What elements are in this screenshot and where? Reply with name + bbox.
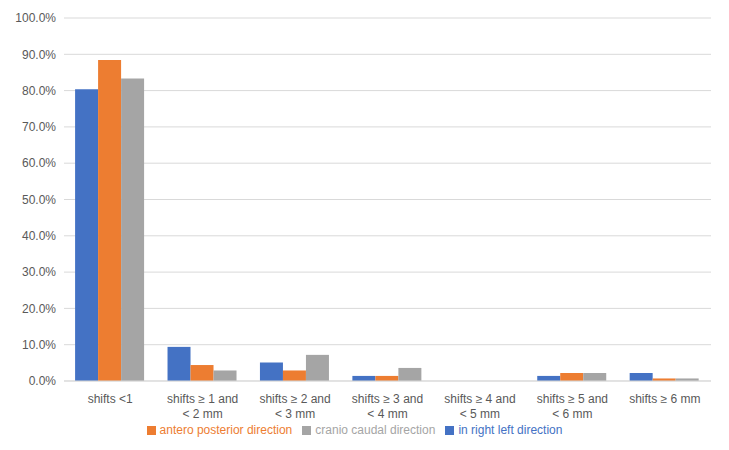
svg-text:shifts <1: shifts <1 (88, 392, 133, 406)
svg-text:shifts ≥ 4 and< 5 mm: shifts ≥ 4 and< 5 mm (444, 392, 515, 421)
svg-text:100.0%: 100.0% (15, 11, 56, 25)
svg-text:40.0%: 40.0% (22, 229, 56, 243)
svg-text:shifts ≥ 1 and< 2 mm: shifts ≥ 1 and< 2 mm (167, 392, 238, 421)
svg-text:0.0%: 0.0% (29, 374, 57, 388)
html-text:in right left direction: in right left direction (458, 423, 563, 437)
svg-text:50.0%: 50.0% (22, 193, 56, 207)
svg-text:90.0%: 90.0% (22, 48, 56, 62)
svg-text:20.0%: 20.0% (22, 302, 56, 316)
svg-text:80.0%: 80.0% (22, 84, 56, 98)
svg-text:10.0%: 10.0% (22, 338, 56, 352)
svg-text:shifts ≥ 2 and< 3 mm: shifts ≥ 2 and< 3 mm (259, 392, 330, 421)
svg-text:shifts ≥ 3 and< 4 mm: shifts ≥ 3 and< 4 mm (352, 392, 423, 421)
svg-text:shifts ≥ 6 mm: shifts ≥ 6 mm (629, 392, 700, 406)
svg-text:shifts ≥ 5 and< 6 mm: shifts ≥ 5 and< 6 mm (537, 392, 608, 421)
svg-text:30.0%: 30.0% (22, 265, 56, 279)
html-text:cranio caudal direction: cranio caudal direction (315, 423, 436, 437)
svg-text:60.0%: 60.0% (22, 156, 56, 170)
html-text:antero posterior direction: antero posterior direction (159, 423, 293, 437)
svg-text:70.0%: 70.0% (22, 120, 56, 134)
